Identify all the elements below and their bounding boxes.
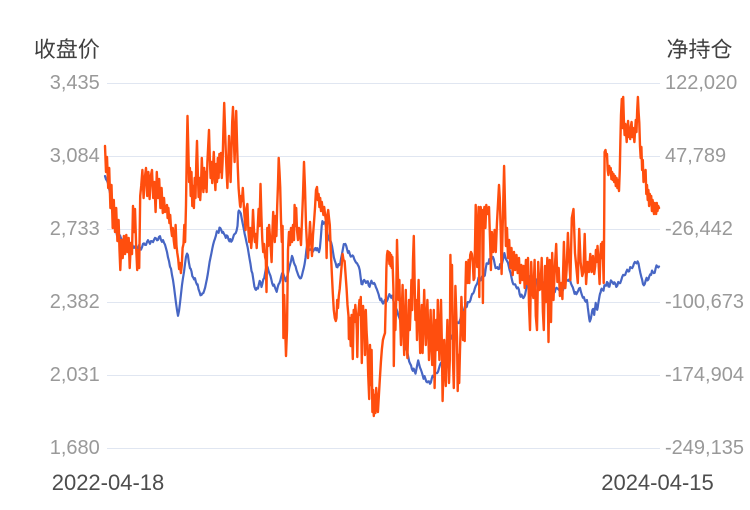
svg-text:122,020: 122,020 <box>665 72 737 94</box>
svg-text:3,084: 3,084 <box>50 145 100 167</box>
svg-text:2024-04-15: 2024-04-15 <box>601 470 714 495</box>
svg-text:3,435: 3,435 <box>50 72 100 94</box>
svg-text:2022-04-18: 2022-04-18 <box>52 470 165 495</box>
svg-text:-249,135: -249,135 <box>665 437 744 459</box>
svg-text:-174,904: -174,904 <box>665 364 744 386</box>
svg-text:-26,442: -26,442 <box>665 218 733 240</box>
svg-text:1,680: 1,680 <box>50 437 100 459</box>
svg-text:2,031: 2,031 <box>50 364 100 386</box>
svg-text:2,733: 2,733 <box>50 218 100 240</box>
svg-text:-100,673: -100,673 <box>665 291 744 313</box>
svg-text:47,789: 47,789 <box>665 145 726 167</box>
svg-text:2,382: 2,382 <box>50 291 100 313</box>
